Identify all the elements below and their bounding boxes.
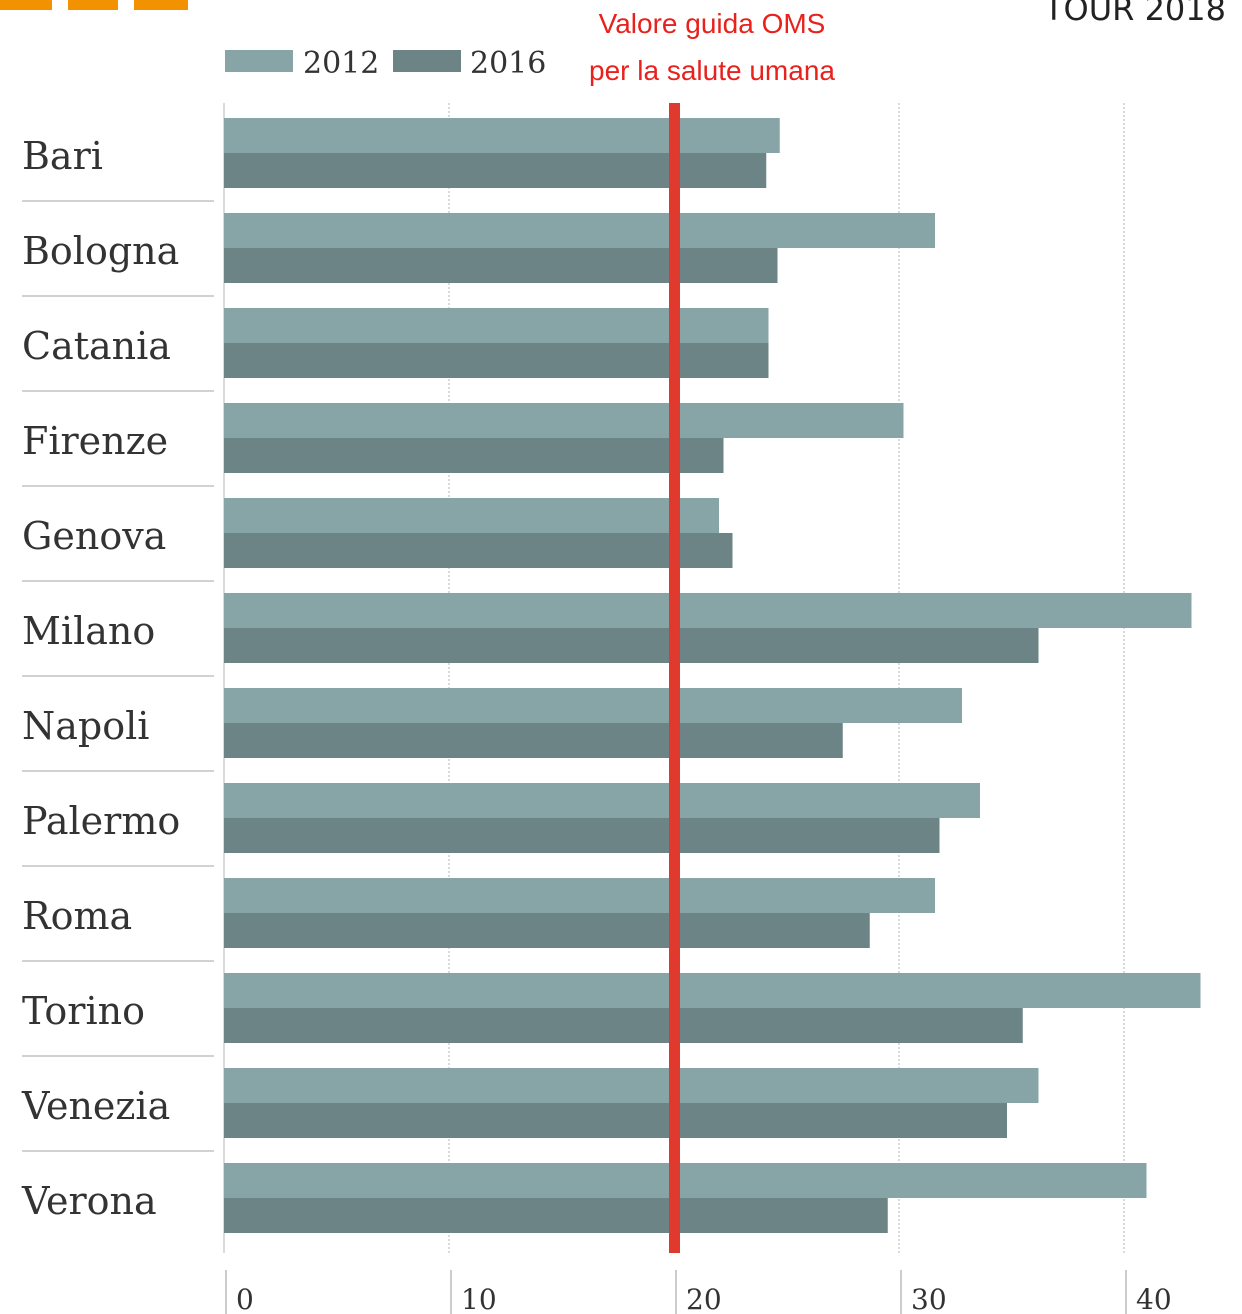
category-label: Napoli — [22, 704, 149, 748]
reference-line-oms — [669, 103, 680, 1253]
tour-label: TOUR 2018 — [1043, 0, 1226, 28]
bar-palermo-2016 — [224, 818, 940, 853]
category-label: Genova — [22, 514, 166, 558]
bar-bologna-2012 — [224, 213, 935, 248]
legend-label-2012: 2012 — [303, 46, 379, 81]
bar-palermo-2012 — [224, 783, 980, 818]
bar-catania-2016 — [224, 343, 769, 378]
bar-napoli-2012 — [224, 688, 962, 723]
bars — [224, 118, 1201, 1233]
legend-swatch-2016 — [393, 50, 461, 72]
tick-label: 40 — [1136, 1283, 1172, 1314]
bar-verona-2012 — [224, 1163, 1147, 1198]
reference-label-line2: per la salute umana — [589, 55, 835, 86]
bar-firenze-2012 — [224, 403, 904, 438]
legend-label-2016: 2016 — [470, 46, 546, 81]
bar-napoli-2016 — [224, 723, 843, 758]
category-label: Palermo — [22, 799, 180, 843]
bar-venezia-2012 — [224, 1068, 1039, 1103]
category-labels: Bari Bologna Catania Firenze Genova Milano Nap… — [21, 134, 180, 1223]
bar-firenze-2016 — [224, 438, 724, 473]
category-label: Catania — [22, 324, 171, 368]
logo-mark-2 — [68, 0, 118, 10]
bar-verona-2016 — [224, 1198, 888, 1233]
logo-mark-3 — [134, 0, 188, 10]
category-label: Firenze — [22, 419, 168, 463]
bar-venezia-2016 — [224, 1103, 1007, 1138]
category-label: Venezia — [21, 1084, 170, 1128]
reference-line — [669, 103, 680, 1253]
bar-bari-2016 — [224, 153, 767, 188]
category-label: Bologna — [22, 229, 179, 273]
category-label: Torino — [22, 989, 145, 1033]
x-axis: 0 10 20 30 40 — [225, 1270, 1172, 1314]
bar-roma-2016 — [224, 913, 870, 948]
bar-torino-2016 — [224, 1008, 1023, 1043]
bar-genova-2012 — [224, 498, 719, 533]
tick-label: 30 — [911, 1283, 947, 1314]
logo — [0, 0, 188, 10]
tick-label: 20 — [686, 1283, 722, 1314]
bar-bari-2012 — [224, 118, 780, 153]
legend-swatch-2012 — [225, 50, 293, 72]
bar-roma-2012 — [224, 878, 935, 913]
category-label: Bari — [22, 134, 103, 178]
category-label: Verona — [21, 1179, 157, 1223]
bar-torino-2012 — [224, 973, 1201, 1008]
reference-label-line1: Valore guida OMS — [599, 8, 826, 39]
bar-catania-2012 — [224, 308, 769, 343]
legend: 2012 2016 — [225, 46, 546, 81]
tick-label: 0 — [236, 1283, 254, 1314]
tick-label: 10 — [461, 1283, 497, 1314]
logo-mark-1 — [0, 0, 52, 10]
bar-bologna-2016 — [224, 248, 778, 283]
category-label: Roma — [22, 894, 132, 938]
bar-milano-2012 — [224, 593, 1192, 628]
gridlines — [223, 103, 1125, 1253]
row-separators — [22, 200, 214, 1152]
bar-genova-2016 — [224, 533, 733, 568]
bar-milano-2016 — [224, 628, 1039, 663]
category-label: Milano — [22, 609, 155, 653]
